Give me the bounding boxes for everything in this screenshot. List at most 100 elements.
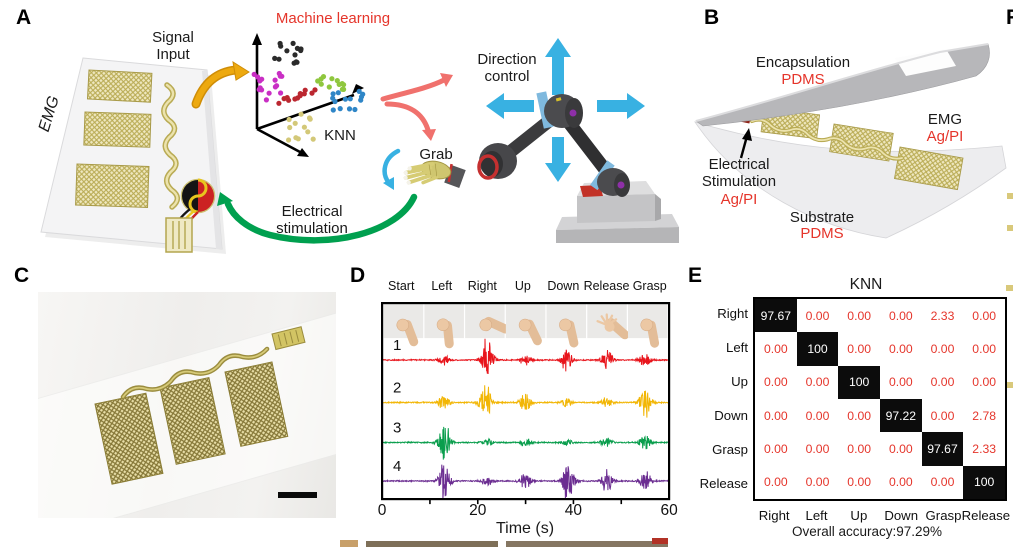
- gesture-label: Start: [388, 279, 415, 293]
- cluster-blue: [342, 96, 348, 102]
- cluster-black: [272, 55, 278, 62]
- cluster-magenta: [266, 90, 272, 96]
- matrix-cell: 100: [963, 465, 1005, 499]
- hand-gesture-icon: [479, 316, 510, 334]
- x-tick-label: 60: [660, 502, 678, 519]
- electrode-patch: [86, 69, 153, 103]
- hand-gesture-icon: [559, 318, 579, 348]
- emg-device-schematic: [40, 57, 226, 254]
- channel-number: 2: [393, 380, 401, 397]
- cluster-blue: [337, 106, 343, 112]
- cluster-darkred: [312, 87, 318, 93]
- direction-control-label: Direction control: [477, 51, 537, 86]
- cluster-khaki: [310, 136, 316, 142]
- matrix-cell: 0.00: [888, 341, 913, 356]
- cluster-black: [293, 59, 299, 65]
- electrode-patch: [83, 111, 152, 148]
- cropped-panel-f-fragment: [1007, 382, 1013, 388]
- knn-scatter-plot: [251, 33, 366, 157]
- cluster-magenta: [257, 78, 263, 84]
- gesture-label: Up: [514, 279, 531, 293]
- stimulation-electrode: [165, 178, 216, 253]
- matrix-cell: 97.67: [755, 299, 797, 333]
- cropped-panel-f-fragment: [1007, 225, 1013, 231]
- device-layers-schematic: [694, 43, 1007, 239]
- cluster-black: [292, 52, 298, 58]
- hand-gesture-icon: [436, 318, 454, 349]
- confusion-matrix: 97.67 0.00 0.00 0.00 2.33 0.00 0.00 100 0.00 0.00…: [753, 297, 1007, 501]
- cluster-yellowgreen: [341, 82, 347, 88]
- matrix-cell: 0.00: [888, 375, 913, 390]
- gesture-label: Right: [467, 279, 497, 293]
- encapsulation-material-label: PDMS: [781, 71, 825, 88]
- emg-trace-channel-3: [381, 426, 670, 460]
- hand-gesture-icon: [396, 318, 419, 347]
- cluster-black: [284, 48, 290, 54]
- matrix-cell: 0.00: [972, 375, 997, 390]
- matrix-cell: 0.00: [972, 341, 997, 356]
- cluster-blue: [335, 90, 341, 96]
- cluster-magenta: [251, 71, 257, 77]
- matrix-row-label: Left: [726, 340, 748, 355]
- matrix-cell: 0.00: [805, 375, 830, 390]
- matrix-cell: 0.00: [763, 475, 788, 490]
- emg-trace-channel-2: [381, 385, 670, 418]
- emg-trace-channel-4: [381, 464, 670, 500]
- cluster-black: [278, 43, 284, 49]
- signal-input-label: Signal Input: [152, 29, 194, 64]
- cluster-darkred: [276, 100, 282, 106]
- cluster-khaki: [292, 120, 298, 126]
- cluster-yellowgreen: [320, 74, 327, 80]
- matrix-cell: 0.00: [930, 475, 955, 490]
- cluster-blue: [346, 106, 353, 112]
- substrate-label: Substrate: [789, 209, 855, 226]
- matrix-cell: 0.00: [972, 308, 997, 323]
- gesture-label: Grasp: [632, 279, 667, 293]
- cluster-yellowgreen: [318, 81, 324, 87]
- hand-gesture-icon: [640, 318, 660, 348]
- matrix-cell: 0.00: [847, 341, 872, 356]
- matrix-cell: 97.22: [880, 398, 922, 433]
- cluster-yellowgreen: [341, 86, 347, 92]
- cluster-magenta: [259, 87, 265, 93]
- cluster-magenta: [272, 77, 278, 83]
- cluster-black: [294, 45, 300, 52]
- gesture-label: Release: [583, 279, 630, 293]
- grab-rotation-arrow-icon: [382, 148, 401, 190]
- matrix-cell: 2.78: [972, 408, 997, 423]
- cropped-next-panel-strip: [366, 541, 498, 547]
- electrode-patch: [75, 163, 150, 209]
- channel-number: 1: [393, 337, 401, 354]
- photo-connector: [271, 326, 306, 351]
- x-tick-label: 20: [469, 502, 487, 519]
- emg-trace-channel-1: [381, 338, 670, 375]
- matrix-cell: 0.00: [888, 308, 913, 323]
- cluster-magenta: [272, 84, 278, 90]
- panel-f-label-cropped: F: [1006, 6, 1013, 29]
- matrix-cell: 0.00: [847, 441, 872, 456]
- matrix-cell: 0.00: [805, 308, 830, 323]
- matrix-col-label: Right: [758, 508, 790, 523]
- knn-label: KNN: [324, 127, 356, 144]
- cluster-khaki: [293, 135, 299, 141]
- direction-arrows-icon: [486, 38, 645, 182]
- panel-c-label: C: [14, 264, 30, 287]
- cluster-blue: [347, 96, 353, 102]
- overall-accuracy: Overall accuracy:97.29%: [791, 524, 943, 539]
- hand-gesture-icon: [596, 313, 630, 340]
- emg-material-label: Ag/PI: [926, 128, 964, 145]
- cropped-panel-f-fragment: [1006, 285, 1013, 291]
- matrix-cell: 0.00: [763, 441, 788, 456]
- panel-b-label: B: [704, 6, 720, 29]
- cluster-blue: [356, 88, 362, 94]
- matrix-cell: 0.00: [930, 341, 955, 356]
- grab-label: Grab: [419, 146, 453, 163]
- classification-output-arrow-icon: [380, 73, 453, 141]
- matrix-cell: 2.33: [930, 308, 955, 323]
- matrix-cell: 0.00: [888, 441, 913, 456]
- matrix-row-label: Down: [714, 408, 748, 423]
- cropped-panel-f-fragment: [1007, 193, 1013, 199]
- x-tick-label: 0: [377, 502, 387, 519]
- x-tick-label: 40: [564, 502, 583, 519]
